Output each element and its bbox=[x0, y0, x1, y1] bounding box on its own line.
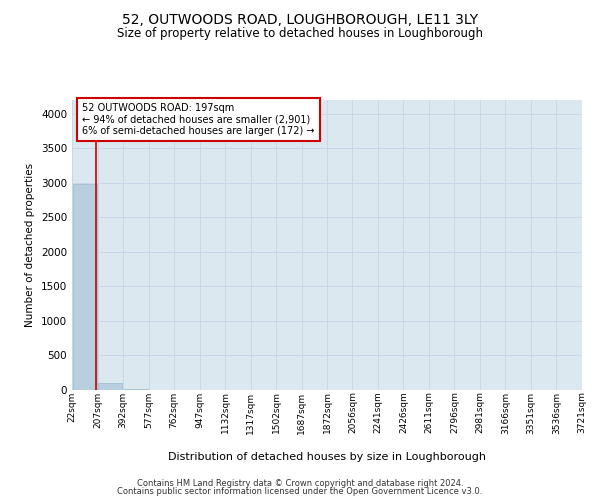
Bar bbox=[98, 383, 122, 390]
Text: Distribution of detached houses by size in Loughborough: Distribution of detached houses by size … bbox=[168, 452, 486, 462]
Text: Size of property relative to detached houses in Loughborough: Size of property relative to detached ho… bbox=[117, 28, 483, 40]
Bar bbox=[73, 184, 97, 390]
Text: 52, OUTWOODS ROAD, LOUGHBOROUGH, LE11 3LY: 52, OUTWOODS ROAD, LOUGHBOROUGH, LE11 3L… bbox=[122, 12, 478, 26]
Text: Contains public sector information licensed under the Open Government Licence v3: Contains public sector information licen… bbox=[118, 487, 482, 496]
Text: Contains HM Land Registry data © Crown copyright and database right 2024.: Contains HM Land Registry data © Crown c… bbox=[137, 478, 463, 488]
Text: 52 OUTWOODS ROAD: 197sqm
← 94% of detached houses are smaller (2,901)
6% of semi: 52 OUTWOODS ROAD: 197sqm ← 94% of detach… bbox=[82, 103, 314, 136]
Y-axis label: Number of detached properties: Number of detached properties bbox=[25, 163, 35, 327]
